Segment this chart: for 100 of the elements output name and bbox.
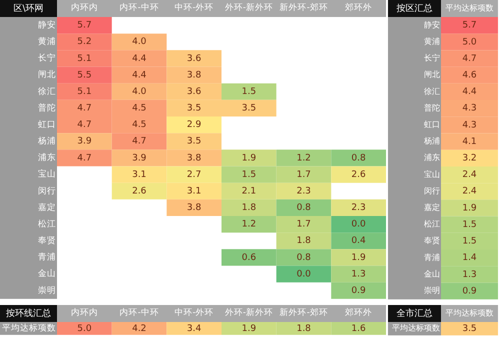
data-label: 1.5	[242, 86, 256, 97]
data-label: 4.6	[462, 70, 477, 80]
y-tick-label: 杨浦	[37, 136, 56, 147]
data-label: 0.8	[296, 252, 312, 263]
y-tick-label: 黄浦	[38, 36, 56, 48]
data-label: 5.1	[77, 54, 92, 64]
y-tick-label: 青浦	[38, 252, 56, 263]
data-label: 1.7	[296, 170, 311, 180]
data-label: 3.4	[186, 324, 202, 334]
y-axis-title: 区\环网	[13, 2, 44, 14]
y-tick-label: 嘉定	[38, 202, 56, 213]
data-label: 2.3	[351, 203, 366, 214]
data-label: 1.9	[462, 203, 477, 214]
y-tick-label: 长宁	[38, 52, 56, 64]
y-tick-label: 闵行	[38, 185, 56, 196]
data-label: 1.7	[296, 220, 311, 230]
data-label: 2.4	[462, 170, 477, 180]
y-tick-label: 崇明	[38, 284, 56, 296]
data-label: 3.6	[186, 54, 202, 64]
data-label: 4.3	[462, 104, 477, 114]
data-label: 4.1	[462, 136, 477, 147]
x-tick-label: 外环-新外环	[224, 307, 273, 318]
y-axis-title: 全市汇总	[396, 308, 432, 319]
data-label: 5.5	[77, 70, 92, 80]
data-label: 4.5	[132, 120, 146, 130]
data-label: 3.8	[186, 203, 202, 214]
y-tick-label: 虹口	[38, 118, 56, 130]
data-label: 3.1	[132, 170, 146, 180]
data-label: 1.3	[351, 269, 366, 280]
y-tick-label: 宝山	[38, 168, 56, 180]
data-label: 3.5	[462, 324, 477, 334]
data-label: 1.8	[296, 324, 312, 334]
data-label: 5.0	[462, 37, 477, 48]
y-tick-label: 闸北	[38, 69, 56, 80]
data-label: 2.1	[242, 186, 256, 196]
data-label: 1.5	[462, 220, 477, 230]
data-label: 3.2	[462, 154, 477, 164]
data-label: 4.7	[77, 153, 92, 164]
y-tick-label: 徐汇	[38, 86, 56, 97]
data-label: 1.9	[351, 252, 366, 263]
data-label: 1.9	[242, 153, 256, 164]
data-label: 4.4	[462, 87, 477, 98]
data-label: 1.2	[242, 220, 256, 230]
data-label: 5.0	[77, 324, 92, 334]
data-label: 4.7	[77, 120, 92, 130]
data-label: 0.9	[462, 286, 477, 296]
x-tick-label: 外环-新外环	[224, 2, 273, 14]
data-label: 1.8	[242, 203, 256, 214]
data-label: 3.5	[186, 136, 202, 147]
data-label: 0.4	[351, 236, 366, 246]
data-label: 2.9	[186, 120, 202, 130]
data-label: 5.2	[77, 37, 92, 48]
x-tick-label: 内环-中环	[120, 2, 159, 14]
y-axis-title: 按区汇总	[396, 2, 432, 14]
data-label: 5.7	[77, 20, 92, 31]
x-tick-label: 内环内	[70, 307, 98, 318]
y-tick-label: 静安	[38, 19, 56, 30]
data-label: 3.9	[77, 136, 92, 147]
data-label: 0.0	[296, 269, 312, 280]
data-label: 4.0	[132, 37, 147, 48]
y-tick-label: 浦东	[38, 152, 56, 164]
x-tick-label: 郊环外	[345, 2, 372, 14]
data-label: 5.1	[77, 86, 92, 97]
data-label: 1.9	[242, 324, 256, 334]
data-label: 4.7	[132, 136, 146, 147]
data-label: 1.2	[296, 153, 311, 164]
data-label: 4.7	[77, 104, 92, 114]
data-label: 3.6	[186, 86, 202, 97]
data-label: 2.3	[296, 186, 311, 196]
data-label: 0.8	[296, 203, 312, 214]
y-tick-label: 金山	[38, 268, 56, 280]
x-tick-label: 郊环外	[345, 307, 372, 318]
data-label: 0.8	[351, 153, 366, 164]
data-label: 4.2	[132, 324, 146, 334]
data-label: 3.9	[132, 153, 147, 164]
x-tick-label: 内环-中环	[120, 307, 159, 318]
data-label: 0.9	[351, 286, 366, 296]
y-tick-label: 松江	[38, 218, 56, 230]
data-label: 1.5	[462, 236, 477, 247]
data-label: 3.8	[186, 70, 202, 80]
data-label: 3.5	[186, 104, 202, 114]
data-label: 2.6	[351, 170, 366, 180]
data-label: 1.3	[462, 270, 477, 280]
x-tick-label: 新外环-郊环	[280, 307, 328, 318]
data-label: 3.1	[186, 186, 202, 196]
data-label: 2.4	[462, 186, 477, 197]
data-label: 0.0	[351, 220, 366, 230]
data-label: 3.5	[242, 104, 256, 114]
data-label: 3.8	[186, 153, 202, 164]
data-label: 4.4	[132, 54, 147, 64]
data-label: 2.6	[132, 186, 147, 196]
data-label: 4.5	[132, 104, 146, 114]
data-label: 4.3	[462, 120, 477, 130]
y-tick-label: 平均达标项数	[2, 322, 56, 334]
data-label: 1.6	[351, 324, 366, 334]
y-tick-label: 奉贤	[38, 235, 56, 246]
data-label: 1.5	[242, 170, 256, 180]
data-label: 0.6	[242, 252, 256, 263]
data-label: 4.4	[132, 70, 147, 80]
x-tick-label: 内环内	[70, 2, 98, 14]
